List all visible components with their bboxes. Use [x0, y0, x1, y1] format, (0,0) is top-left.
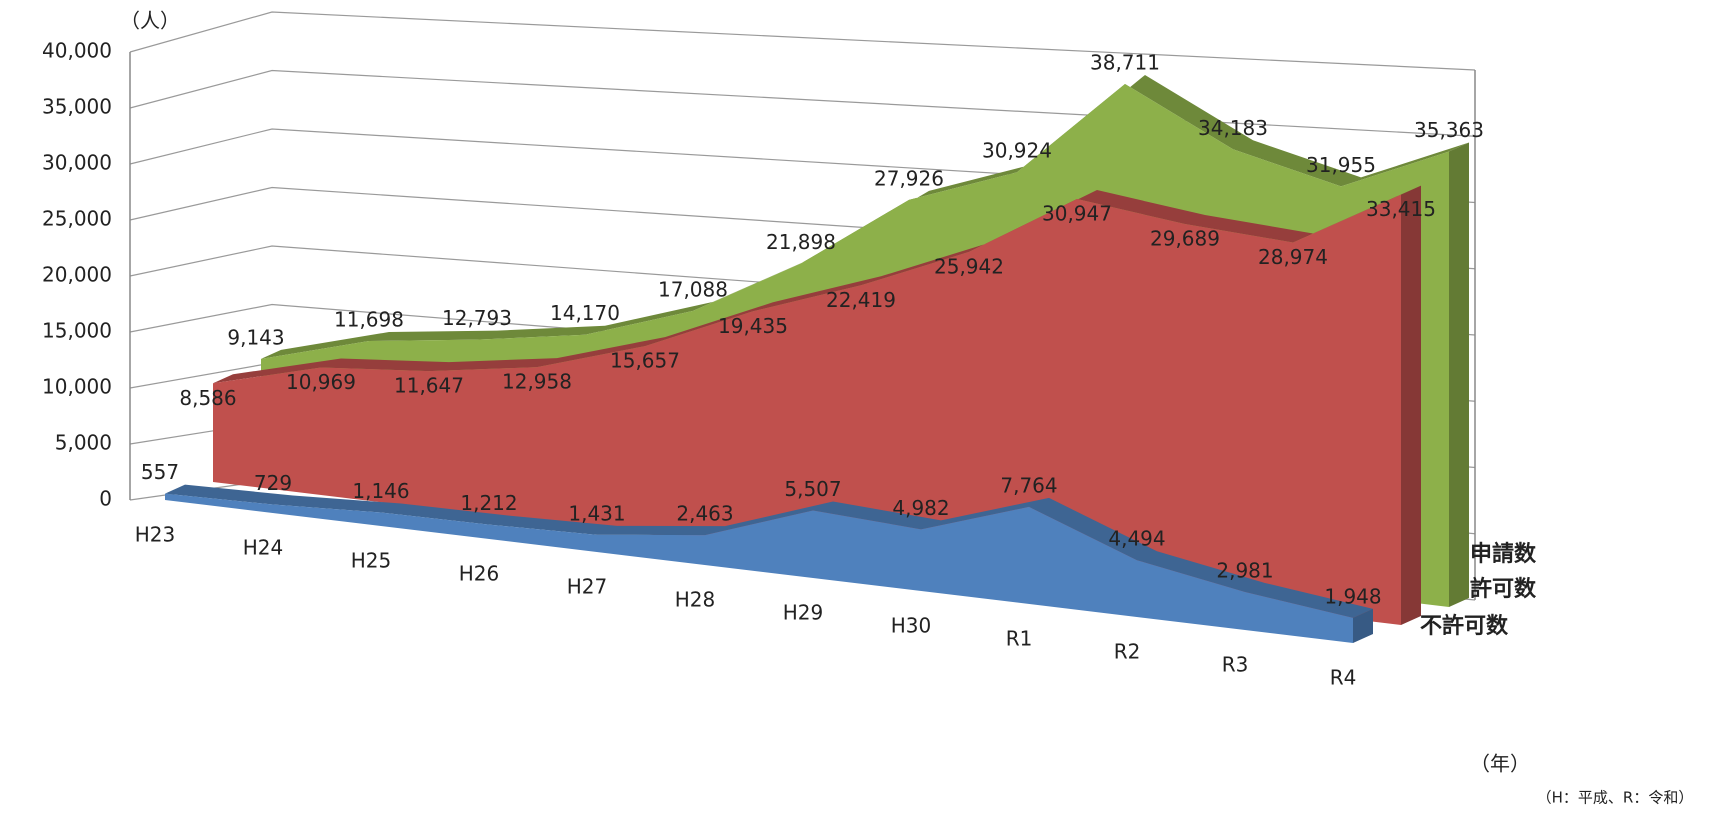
data-label: 12,958 [502, 370, 572, 394]
data-label: 33,415 [1366, 197, 1436, 221]
x-tick-label: H23 [135, 523, 176, 547]
y-unit-label: （人） [120, 9, 180, 33]
data-label: 35,363 [1414, 118, 1484, 142]
data-label: 557 [141, 460, 179, 484]
area-side [1353, 608, 1373, 643]
data-label: 9,143 [227, 325, 284, 349]
y-tick-label: 0 [99, 487, 112, 511]
x-tick-label: H25 [351, 549, 392, 573]
data-label: 34,183 [1198, 116, 1268, 140]
data-label: 14,170 [550, 301, 620, 325]
data-label: 19,435 [718, 314, 788, 338]
y-tick-label: 30,000 [42, 151, 112, 175]
data-label: 4,494 [1108, 527, 1165, 551]
data-label: 31,955 [1306, 153, 1376, 177]
data-label: 11,647 [394, 374, 464, 398]
data-label: 2,981 [1216, 558, 1273, 582]
data-label: 5,507 [784, 477, 841, 501]
x-tick-label: H27 [567, 575, 608, 599]
data-label: 1,948 [1324, 584, 1381, 608]
y-tick-label: 5,000 [55, 431, 112, 455]
y-tick-label: 10,000 [42, 375, 112, 399]
y-tick-label: 35,000 [42, 95, 112, 119]
data-label: 11,698 [334, 308, 404, 332]
data-label: 21,898 [766, 230, 836, 254]
data-label: 29,689 [1150, 227, 1220, 251]
data-label: 38,711 [1090, 50, 1160, 74]
x-unit-label: （年） [1470, 752, 1530, 776]
area-side [1401, 185, 1421, 625]
x-tick-label: H29 [783, 601, 824, 625]
note: （H：平成、R：令和） [1537, 789, 1694, 807]
y-tick-label: 15,000 [42, 319, 112, 343]
x-tick-label: H28 [675, 588, 716, 612]
y-tick-label: 20,000 [42, 263, 112, 287]
data-label: 22,419 [826, 288, 896, 312]
data-label: 17,088 [658, 277, 728, 301]
data-label: 15,657 [610, 349, 680, 373]
data-label: 8,586 [179, 386, 236, 410]
data-label: 30,947 [1042, 202, 1112, 226]
data-label: 28,974 [1258, 245, 1328, 269]
x-tick-label: R4 [1330, 666, 1357, 690]
data-label: 1,431 [568, 501, 625, 525]
area-top [165, 484, 1373, 618]
data-label: 1,146 [352, 479, 409, 503]
data-label: 10,969 [286, 370, 356, 394]
data-label: 1,212 [460, 491, 517, 515]
x-tick-label: R2 [1114, 640, 1141, 664]
data-label: 7,764 [1000, 473, 1057, 497]
grid-line [129, 69, 1476, 137]
x-tick-label: H30 [891, 614, 932, 638]
data-label: 30,924 [982, 139, 1052, 163]
x-tick-label: H24 [243, 536, 284, 560]
data-label: 12,793 [442, 306, 512, 330]
area-top [213, 185, 1421, 384]
y-tick-label: 40,000 [42, 39, 112, 63]
x-tick-label: H26 [459, 562, 500, 586]
area [165, 493, 1353, 643]
data-label: 729 [254, 471, 292, 495]
x-tick-label: R3 [1222, 653, 1249, 677]
legend-label: 許可数 [1470, 576, 1537, 602]
legend-label: 申請数 [1470, 541, 1537, 567]
data-label: 4,982 [892, 496, 949, 520]
data-label: 2,463 [676, 502, 733, 526]
y-tick-label: 25,000 [42, 207, 112, 231]
x-tick-label: R1 [1006, 627, 1033, 651]
grid-line [129, 11, 1476, 71]
data-label: 25,942 [934, 254, 1004, 278]
legend-label: 不許可数 [1420, 613, 1509, 639]
area-side [1449, 142, 1469, 607]
data-label: 27,926 [874, 166, 944, 190]
